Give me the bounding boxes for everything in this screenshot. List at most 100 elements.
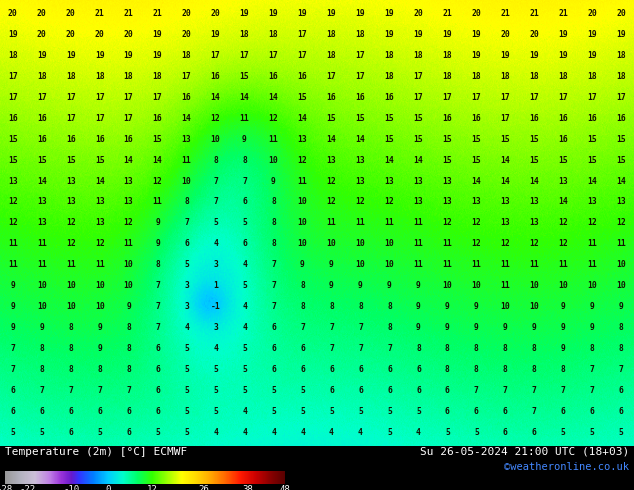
Text: 16: 16: [588, 114, 597, 122]
Text: 14: 14: [616, 176, 626, 186]
Text: 14: 14: [210, 93, 221, 102]
Text: 15: 15: [240, 72, 249, 81]
Text: 11: 11: [269, 135, 278, 144]
Text: 11: 11: [8, 260, 18, 270]
Text: 8: 8: [155, 260, 160, 270]
Text: 18: 18: [124, 72, 134, 81]
Text: 14: 14: [269, 93, 278, 102]
Text: 15: 15: [327, 114, 337, 122]
Text: 18: 18: [182, 51, 191, 60]
Text: 18: 18: [269, 30, 278, 39]
Text: 5: 5: [184, 386, 189, 395]
Text: 18: 18: [327, 51, 337, 60]
Text: -1: -1: [210, 302, 221, 311]
Text: 19: 19: [472, 51, 481, 60]
Text: 16: 16: [8, 114, 18, 122]
Text: 5: 5: [184, 260, 189, 270]
Text: 5: 5: [271, 386, 276, 395]
Text: 19: 19: [327, 9, 337, 18]
Text: 7: 7: [10, 344, 15, 353]
Text: 6: 6: [155, 407, 160, 416]
Text: 17: 17: [297, 51, 307, 60]
Text: 15: 15: [443, 156, 452, 165]
Text: 13: 13: [443, 176, 452, 186]
Text: 14: 14: [240, 93, 249, 102]
Text: 15: 15: [616, 156, 626, 165]
Text: 14: 14: [559, 197, 568, 206]
Text: 9: 9: [445, 302, 450, 311]
Text: 7: 7: [590, 386, 595, 395]
Text: 6: 6: [561, 407, 566, 416]
Text: 13: 13: [588, 197, 597, 206]
Text: 17: 17: [66, 93, 75, 102]
Text: 12: 12: [385, 197, 394, 206]
Text: 7: 7: [10, 365, 15, 374]
Text: 17: 17: [443, 93, 452, 102]
Text: 19: 19: [500, 51, 510, 60]
Text: 10: 10: [297, 219, 307, 227]
Text: 7: 7: [271, 260, 276, 270]
Text: 5: 5: [213, 407, 218, 416]
Text: 11: 11: [297, 176, 307, 186]
Text: 6: 6: [619, 407, 624, 416]
Text: 4: 4: [329, 428, 334, 437]
Text: 19: 19: [66, 51, 75, 60]
Text: 17: 17: [472, 93, 481, 102]
Text: 9: 9: [39, 323, 44, 332]
Text: 13: 13: [356, 176, 365, 186]
Text: 14: 14: [94, 176, 105, 186]
Text: 19: 19: [413, 30, 424, 39]
Text: 15: 15: [529, 156, 540, 165]
Text: 11: 11: [182, 156, 191, 165]
Text: 6: 6: [155, 365, 160, 374]
Text: 5: 5: [561, 428, 566, 437]
Text: 5: 5: [242, 386, 247, 395]
Text: 10: 10: [182, 176, 191, 186]
Text: 14: 14: [327, 135, 337, 144]
Text: 17: 17: [356, 51, 365, 60]
Text: 4: 4: [242, 323, 247, 332]
Text: 12: 12: [327, 176, 337, 186]
Text: 6: 6: [155, 344, 160, 353]
Text: 5: 5: [184, 407, 189, 416]
Text: 18: 18: [37, 72, 46, 81]
Text: -22: -22: [19, 486, 35, 490]
Text: 6: 6: [271, 365, 276, 374]
Text: 9: 9: [329, 260, 334, 270]
Text: 15: 15: [66, 156, 75, 165]
Text: 12: 12: [559, 219, 568, 227]
Text: 9: 9: [474, 323, 479, 332]
Text: 19: 19: [94, 51, 105, 60]
Text: 18: 18: [413, 51, 424, 60]
Text: 6: 6: [271, 323, 276, 332]
Text: 9: 9: [416, 302, 421, 311]
Text: 18: 18: [385, 72, 394, 81]
Text: 17: 17: [182, 72, 191, 81]
Text: 5: 5: [97, 428, 102, 437]
Text: 7: 7: [184, 219, 189, 227]
Text: 5: 5: [242, 281, 247, 290]
Text: 10: 10: [529, 281, 540, 290]
Text: 12: 12: [269, 114, 278, 122]
Text: 5: 5: [387, 407, 392, 416]
Text: 15: 15: [297, 93, 307, 102]
Text: 20: 20: [124, 30, 134, 39]
Text: 6: 6: [39, 407, 44, 416]
Text: 8: 8: [271, 219, 276, 227]
Text: 8: 8: [242, 156, 247, 165]
Text: 7: 7: [271, 281, 276, 290]
Text: 16: 16: [616, 114, 626, 122]
Text: 11: 11: [66, 260, 75, 270]
Text: 16: 16: [443, 114, 452, 122]
Text: 20: 20: [529, 30, 540, 39]
Text: 4: 4: [300, 428, 305, 437]
Text: 13: 13: [500, 219, 510, 227]
Text: 13: 13: [616, 197, 626, 206]
Text: 19: 19: [153, 51, 162, 60]
Text: 16: 16: [269, 72, 278, 81]
Text: 8: 8: [619, 323, 624, 332]
Text: 5: 5: [213, 365, 218, 374]
Text: 8: 8: [474, 365, 479, 374]
Text: 20: 20: [588, 9, 597, 18]
Text: 18: 18: [327, 30, 337, 39]
